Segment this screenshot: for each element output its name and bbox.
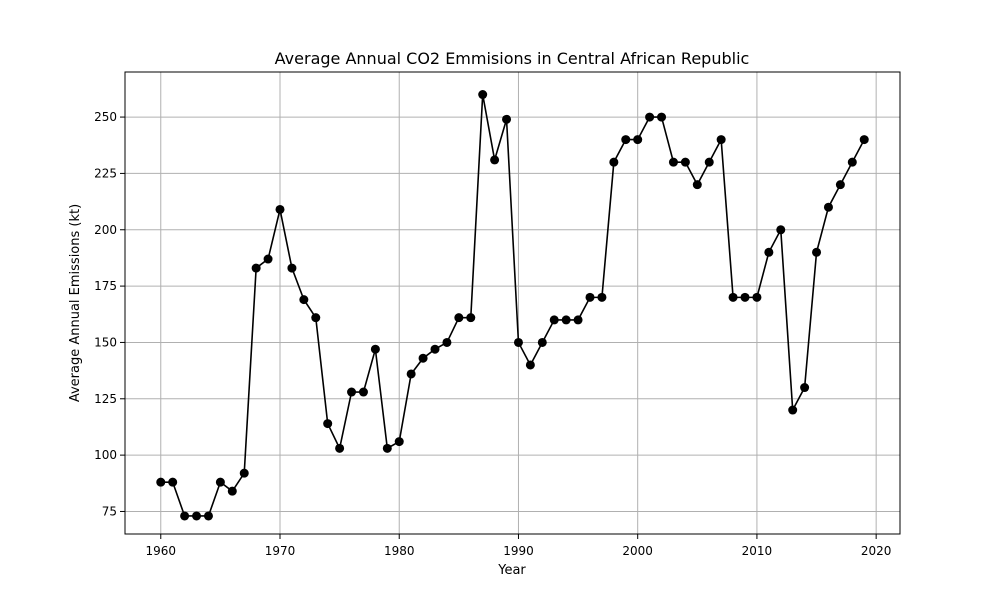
y-tick-label: 125 — [94, 392, 117, 406]
data-point — [203, 511, 213, 521]
data-point — [335, 443, 345, 453]
y-tick-label: 100 — [94, 448, 117, 462]
data-point — [537, 337, 547, 347]
y-tick-label: 75 — [102, 504, 117, 518]
data-point — [859, 135, 869, 145]
y-axis-ticks: 75 100 125 150 175 200 225 250 — [94, 110, 125, 518]
data-points — [156, 90, 869, 521]
data-point — [263, 254, 273, 264]
data-point — [657, 112, 667, 122]
plot-frame — [124, 71, 901, 535]
data-point — [251, 263, 261, 273]
data-point — [788, 405, 798, 415]
data-point — [466, 313, 476, 323]
data-point — [287, 263, 297, 273]
data-point — [800, 383, 810, 393]
data-point — [215, 477, 225, 487]
data-point — [633, 135, 643, 145]
data-point — [847, 157, 857, 167]
data-point — [347, 387, 357, 397]
data-point — [812, 247, 822, 257]
data-point — [227, 486, 237, 496]
x-axis-ticks: 1960 1970 1980 1990 2000 2010 2020 — [145, 534, 891, 558]
data-point — [502, 114, 512, 124]
data-point — [370, 344, 380, 354]
y-tick-label: 200 — [94, 223, 117, 237]
data-point — [823, 202, 833, 212]
data-point — [490, 155, 500, 165]
y-tick-label: 250 — [94, 110, 117, 124]
data-point — [275, 204, 285, 214]
data-point — [621, 135, 631, 145]
x-tick-label: 1990 — [503, 544, 534, 558]
data-point — [549, 315, 559, 325]
y-tick-label: 175 — [94, 279, 117, 293]
data-point — [478, 90, 488, 100]
data-point — [442, 337, 452, 347]
y-axis-label: Average Annual Emissions (kt) — [68, 204, 83, 402]
data-point — [597, 292, 607, 302]
x-tick-label: 2020 — [861, 544, 892, 558]
data-point — [609, 157, 619, 167]
data-point — [156, 477, 166, 487]
x-tick-label: 1960 — [145, 544, 176, 558]
data-point — [180, 511, 190, 521]
data-point — [513, 337, 523, 347]
data-point — [728, 292, 738, 302]
data-point — [645, 112, 655, 122]
x-tick-label: 2000 — [622, 544, 653, 558]
data-point — [752, 292, 762, 302]
data-point — [192, 511, 202, 521]
data-point — [418, 353, 428, 363]
series-line-group — [160, 94, 865, 517]
data-point — [704, 157, 714, 167]
x-tick-label: 1980 — [384, 544, 415, 558]
x-tick-label: 2010 — [742, 544, 773, 558]
data-point — [525, 360, 535, 370]
data-point — [585, 292, 595, 302]
y-tick-label: 150 — [94, 335, 117, 349]
data-point — [168, 477, 178, 487]
y-tick-label: 225 — [94, 166, 117, 180]
x-axis-label: Year — [497, 563, 526, 578]
data-point — [764, 247, 774, 257]
data-point — [668, 157, 678, 167]
chart-title: Average Annual CO2 Emmisions in Central … — [275, 49, 750, 68]
data-point — [430, 344, 440, 354]
data-point — [323, 419, 333, 429]
data-point — [299, 295, 309, 305]
grid-lines — [125, 72, 900, 534]
data-point — [394, 437, 404, 447]
x-tick-label: 1970 — [265, 544, 296, 558]
data-point — [454, 313, 464, 323]
data-point — [680, 157, 690, 167]
series-line — [160, 94, 865, 517]
data-point — [239, 468, 249, 478]
data-point — [573, 315, 583, 325]
data-point — [561, 315, 571, 325]
data-point — [311, 313, 321, 323]
data-point — [740, 292, 750, 302]
data-point — [716, 135, 726, 145]
data-point — [406, 369, 416, 379]
data-point — [358, 387, 368, 397]
data-point — [835, 180, 845, 190]
data-point — [382, 443, 392, 453]
data-point — [692, 180, 702, 190]
data-point — [776, 225, 786, 235]
